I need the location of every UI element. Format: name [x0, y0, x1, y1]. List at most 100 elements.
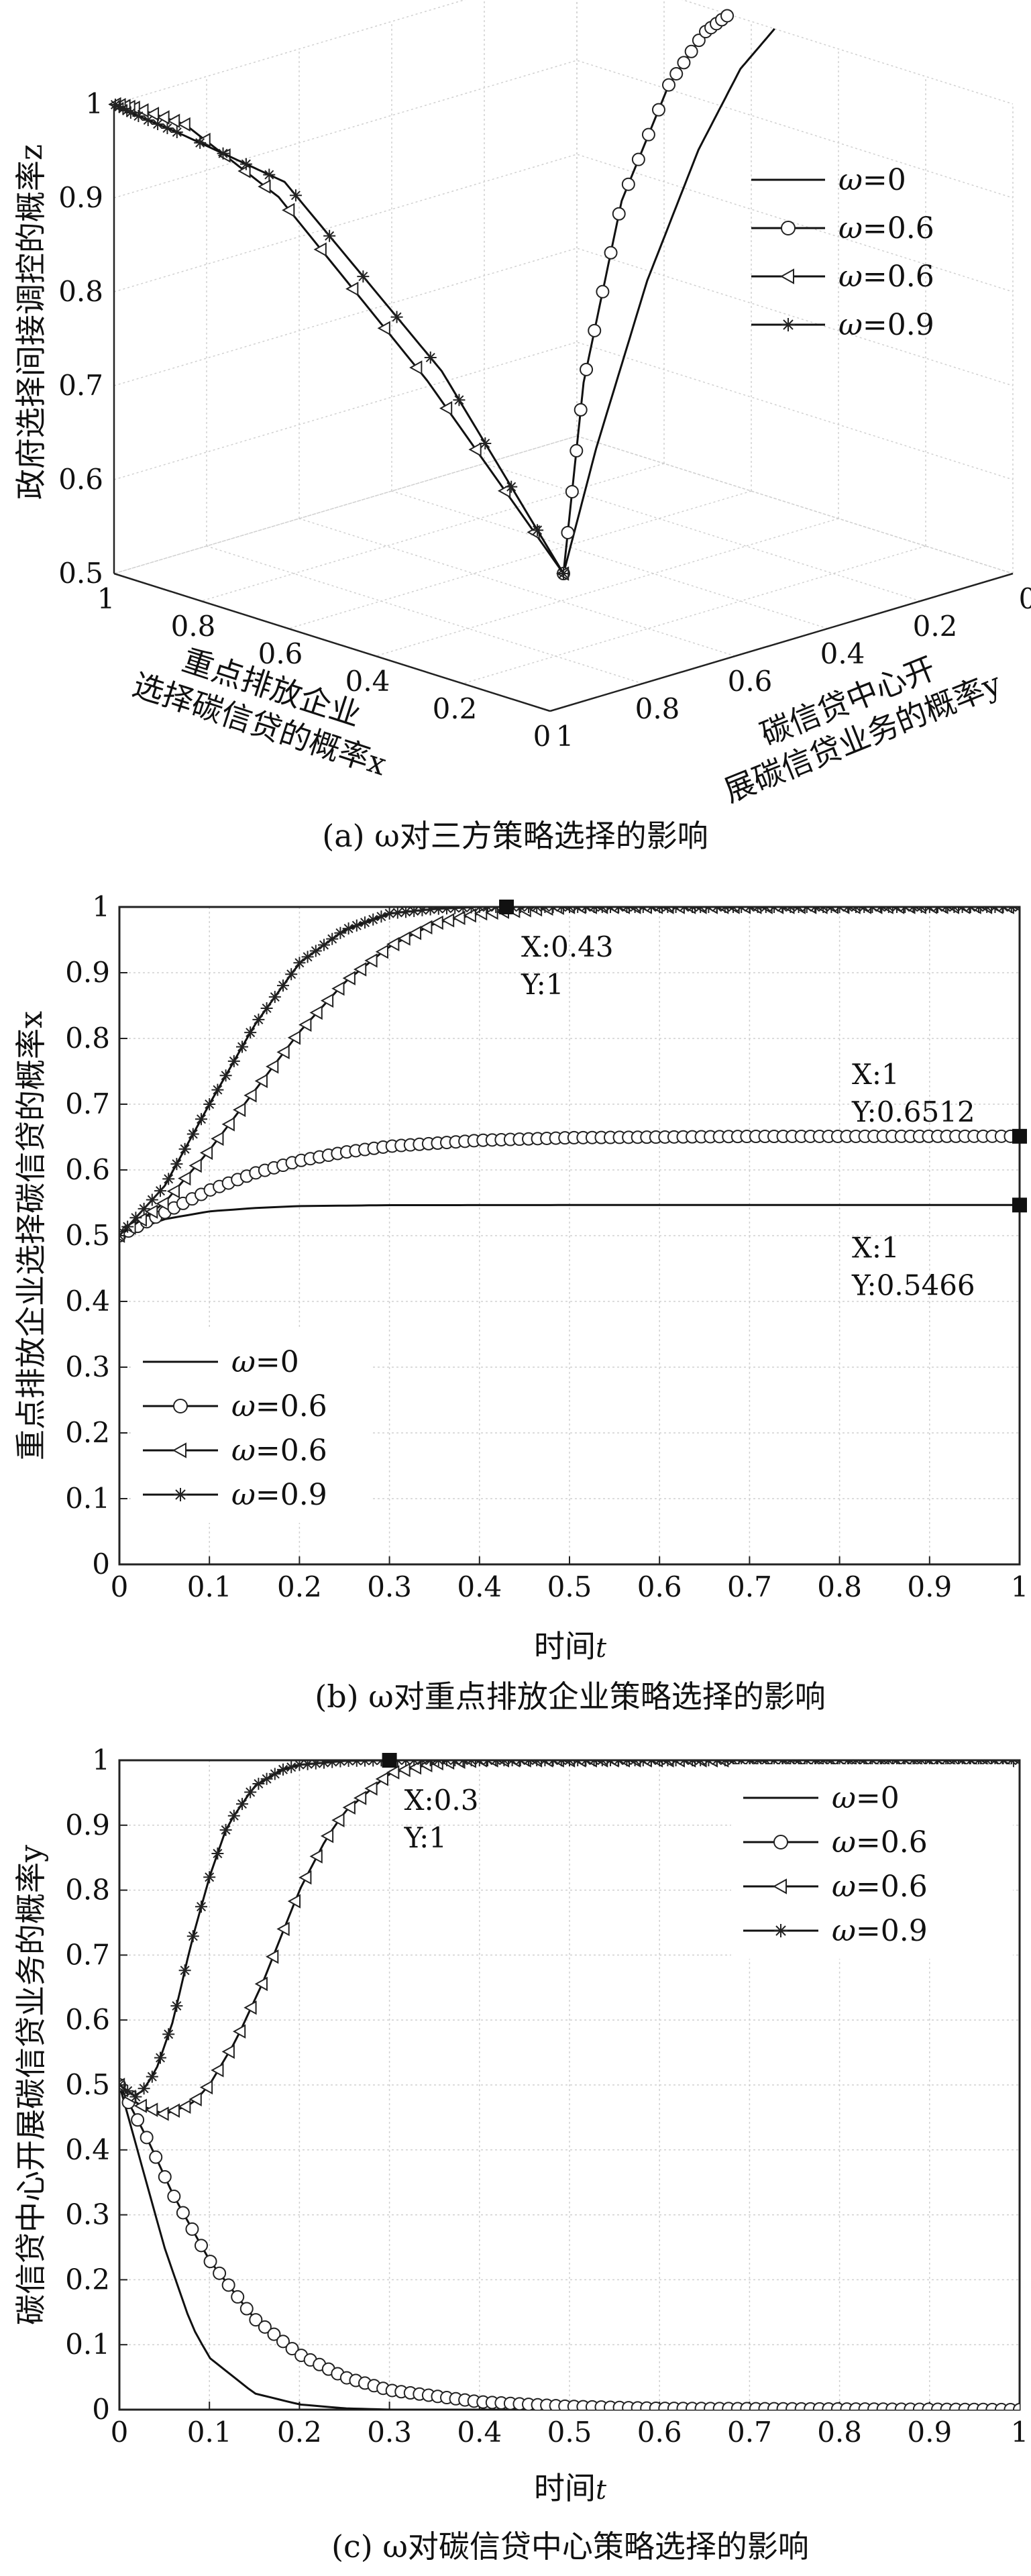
series3d-2-marker [409, 360, 423, 375]
series-3-marker [759, 907, 772, 913]
series-3-marker [661, 1760, 674, 1766]
series3d-2-marker [313, 242, 327, 257]
series-3-marker [441, 1760, 453, 1766]
series-3-marker [800, 907, 813, 913]
series-3-marker [915, 907, 928, 913]
x-tick-label: 0.3 [367, 1570, 412, 1603]
series-3-marker [620, 1760, 633, 1766]
series-2-marker [430, 915, 443, 930]
series3d-2-marker [345, 281, 359, 297]
series-3-marker [948, 907, 961, 913]
series-3-marker [318, 938, 330, 951]
x-tick-label: 0.8 [817, 2416, 862, 2449]
series-3-marker [138, 1202, 150, 1215]
y-tick-label: 0.3 [65, 1350, 110, 1383]
series-3-marker [784, 907, 797, 913]
series3d-3-marker [109, 99, 121, 111]
series-3-marker [129, 2090, 142, 2103]
series3d-3-marker [170, 126, 183, 138]
series-2-marker [199, 1145, 213, 1161]
series-3-marker [138, 2082, 150, 2095]
series-3-marker [858, 907, 871, 913]
legend-marker-3 [781, 318, 795, 331]
x-tick-label: 0.8 [171, 610, 216, 643]
series-2-marker [188, 1158, 202, 1173]
x-tick-label: 0 [533, 720, 551, 753]
series-2-marker [243, 2000, 257, 2015]
series-2-marker [221, 1117, 235, 1132]
series-2-marker [397, 1762, 411, 1778]
series-3-marker [514, 1760, 527, 1766]
panel-c-series [119, 1760, 1020, 2410]
series-2-marker [232, 2024, 246, 2039]
z-tick-label: 0.6 [58, 463, 103, 496]
series3d-3-marker [263, 168, 276, 181]
series-3-marker [473, 907, 486, 913]
y-tick-label: 0.6 [728, 665, 773, 698]
x-tick-label: 0 [111, 1570, 129, 1603]
series-3-marker [1014, 1760, 1020, 1766]
series-2-marker [133, 2098, 147, 2113]
datatip-y-label: Y:1 [521, 968, 563, 1001]
series3d-line-0 [562, 28, 775, 574]
series-3-marker [874, 907, 887, 913]
series3d-3-marker [323, 229, 336, 242]
series-3-marker [318, 1760, 330, 1769]
wall-gridline [113, 435, 1014, 574]
series-3-marker [260, 1772, 273, 1785]
series-3-marker [702, 907, 715, 913]
floor-gridline [206, 545, 643, 684]
y-tick-label: 0.9 [65, 956, 110, 989]
series-2-marker [287, 1030, 301, 1045]
series-3-marker [449, 1760, 462, 1766]
y-tick-label: 0.5 [65, 2068, 110, 2101]
series-3-marker [596, 1760, 608, 1766]
x-tick-label: 0.9 [907, 1570, 952, 1603]
y-tick-label: 0.2 [65, 1416, 110, 1449]
series-3-marker [498, 1760, 510, 1766]
series-1-marker [195, 2239, 208, 2253]
series-1-marker [149, 2150, 163, 2164]
datatip-x-label: X:0.3 [404, 1784, 479, 1817]
series-2-marker [299, 1017, 312, 1032]
legend-label-1: ω=0.6 [838, 211, 934, 246]
series-3-marker [572, 907, 584, 913]
series-3-marker [531, 1760, 543, 1766]
series-2-marker [353, 1790, 367, 1805]
legend-label-0: ω=0 [838, 163, 906, 197]
series-3-marker [219, 1069, 232, 1082]
legend-marker-3 [174, 1488, 187, 1501]
wall-gridline [113, 341, 1014, 480]
series-2-marker [419, 1760, 433, 1773]
series-line-3 [119, 1760, 1020, 2098]
legend-marker-1 [781, 221, 796, 235]
series3d-2-marker [439, 400, 453, 416]
series-3-marker [227, 1055, 240, 1067]
series-3-marker [964, 907, 977, 913]
series3d-1-marker [662, 78, 675, 92]
series3d-2-marker [166, 113, 180, 128]
series-2-marker [320, 993, 334, 1008]
series-1-marker [131, 2113, 145, 2127]
series-3-marker [702, 1760, 715, 1766]
series-3-marker [629, 1760, 641, 1766]
panel-b-xlabel: 时间t [534, 1628, 607, 1664]
series3d-1-marker [677, 56, 691, 70]
y-tick-label: 0.8 [635, 692, 680, 725]
series3d-3-marker [161, 122, 174, 134]
series3d-1-marker [580, 362, 594, 376]
series-1-marker [213, 2266, 227, 2280]
series-line-2 [119, 1760, 1020, 2115]
series-2-marker [133, 1212, 147, 1227]
series-2-marker [342, 971, 356, 985]
series-1-marker [285, 2342, 299, 2356]
series-3-marker [710, 907, 723, 913]
series-3-marker [694, 907, 707, 913]
panel-b-ylabel: 重点排放企业选择碳信贷的概率x [13, 1011, 49, 1460]
wall-gridline [113, 60, 1014, 199]
series-line-1 [119, 2084, 1020, 2410]
series-3-marker [563, 1760, 576, 1766]
series-3-marker [1005, 907, 1018, 913]
series-3-marker [710, 1760, 723, 1766]
panel-b-legend: ω=0 ω=0.6 ω=0.6 ω=0.9 [131, 1328, 372, 1523]
